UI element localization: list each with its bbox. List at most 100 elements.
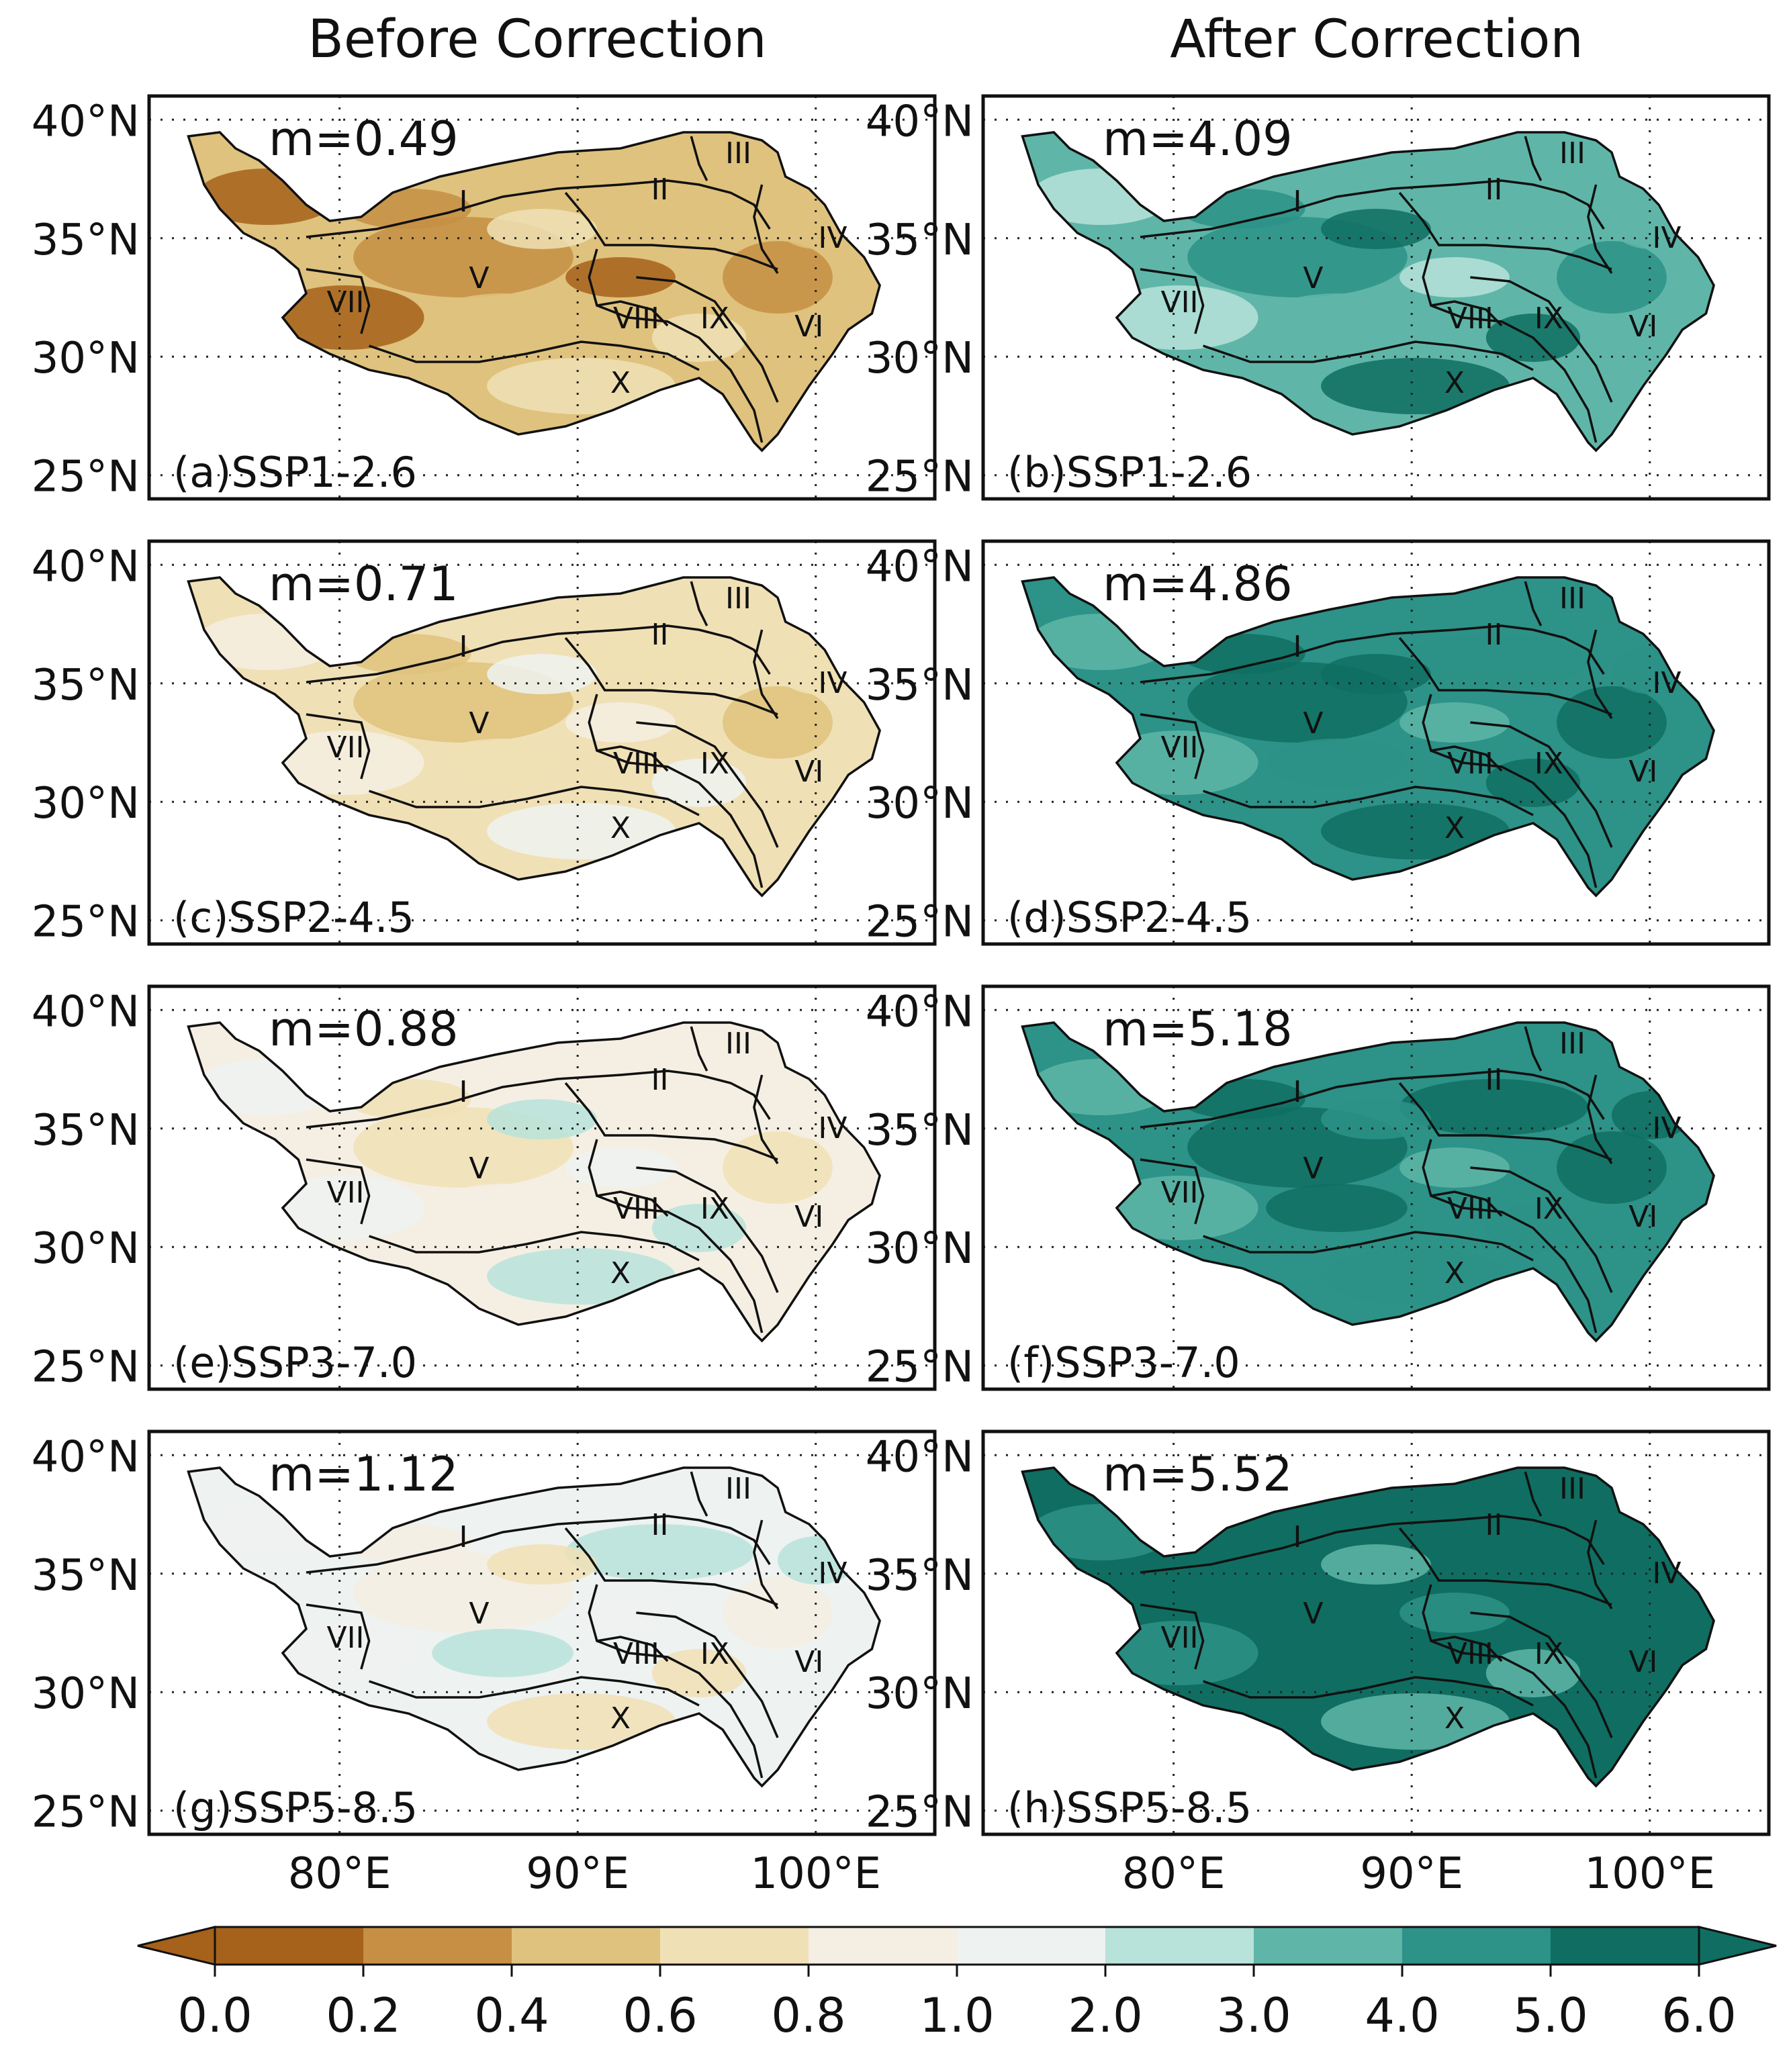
region-boundary — [1470, 721, 1613, 848]
region-boundary — [753, 1074, 779, 1164]
panel-frame — [981, 539, 1771, 946]
field-patch — [487, 654, 597, 694]
region-label-II: II — [1485, 173, 1503, 207]
field-patch — [267, 731, 424, 795]
plateau-outline — [187, 1466, 881, 1788]
colorbar-swatch — [363, 1927, 512, 1965]
region-label-V: V — [469, 1597, 489, 1631]
field-patch — [1030, 614, 1172, 670]
region-boundary — [1587, 1074, 1613, 1164]
field-patch — [1321, 1248, 1510, 1305]
region-label-VIII: VIII — [613, 1637, 659, 1671]
region-label-VI: VI — [794, 1200, 823, 1234]
field-patch — [1399, 189, 1588, 245]
region-boundary — [369, 340, 700, 371]
region-label-VIII: VIII — [1447, 301, 1494, 336]
field-patch — [432, 1629, 573, 1677]
colorbar-tick-label: 4.0 — [1365, 1988, 1439, 2043]
field-patch — [565, 702, 676, 743]
lat-tick-label: 30°N — [32, 1669, 140, 1719]
region-label-V: V — [469, 706, 489, 741]
region-label-VIII: VIII — [613, 747, 659, 781]
colorbar-swatch — [1402, 1927, 1551, 1965]
region-label-I: I — [1293, 630, 1302, 664]
region-boundary — [596, 300, 669, 327]
region-boundary — [1470, 1611, 1613, 1738]
region-boundary — [1422, 1139, 1598, 1333]
colorbar-tick-label: 3.0 — [1216, 1988, 1291, 2043]
region-boundary — [306, 268, 371, 334]
region-label-III: III — [725, 581, 751, 616]
region-label-V: V — [1303, 1597, 1323, 1631]
region-label-IV: IV — [818, 221, 847, 255]
mean-value: m=5.18 — [1103, 1002, 1293, 1057]
region-label-VII: VII — [326, 1621, 364, 1655]
region-boundary — [306, 1603, 371, 1670]
region-boundary — [1430, 300, 1503, 327]
region-label-VII: VII — [1160, 1621, 1198, 1655]
lat-tick-label: 30°N — [866, 1669, 974, 1719]
region-label-II: II — [651, 1508, 669, 1542]
lon-tick-label: 100°E — [1584, 1849, 1715, 1899]
lat-tick-label: 30°N — [32, 334, 140, 383]
region-label-I: I — [1293, 185, 1302, 219]
field-variation — [1030, 1504, 1690, 1750]
region-boundary — [1398, 191, 1612, 271]
field-patch — [432, 1184, 573, 1232]
region-label-I: I — [459, 1520, 468, 1554]
lat-tick-label: 35°N — [866, 1106, 974, 1156]
region-label-III: III — [1559, 1027, 1586, 1061]
region-boundary — [1524, 581, 1543, 626]
field-patch — [487, 803, 676, 859]
mean-value: m=4.86 — [1103, 557, 1293, 612]
region-boundary — [596, 1190, 669, 1217]
region-boundary — [1422, 248, 1598, 443]
lat-tick-label: 35°N — [32, 216, 140, 265]
lat-tick-label: 25°N — [866, 1788, 974, 1838]
region-label-VI: VI — [1628, 1645, 1657, 1679]
panel-label: (e)SSP3-7.0 — [173, 1338, 417, 1387]
region-boundary — [306, 1515, 771, 1574]
region-boundary — [1398, 1082, 1612, 1161]
region-boundary — [1587, 629, 1613, 719]
field-patch — [1266, 1629, 1408, 1677]
field-patch — [565, 1524, 754, 1581]
field-patch — [565, 189, 754, 245]
field-patch — [1321, 1693, 1510, 1750]
field-patch — [1321, 654, 1431, 694]
region-boundary — [1470, 1166, 1613, 1293]
region-label-VIII: VIII — [613, 301, 659, 336]
field-patch — [267, 1621, 424, 1685]
lat-tick-label: 25°N — [32, 1343, 140, 1393]
colorbar-swatch — [957, 1927, 1106, 1965]
field-patch — [196, 1059, 338, 1115]
region-boundary — [753, 629, 779, 719]
region-boundary — [636, 276, 779, 403]
colorbar-swatch — [660, 1927, 809, 1965]
region-label-III: III — [1559, 581, 1586, 616]
panel-frame — [981, 984, 1771, 1391]
panel-label: (h)SSP5-8.5 — [1007, 1783, 1252, 1832]
region-boundary — [369, 1231, 700, 1262]
colorbar-tick-label: 0.4 — [474, 1988, 549, 2043]
lat-tick-label: 35°N — [866, 661, 974, 710]
region-label-VII: VII — [326, 1176, 364, 1210]
region-boundary — [1524, 136, 1543, 181]
region-boundary — [636, 1611, 779, 1738]
colorbar-extend-max — [1698, 1926, 1777, 1966]
region-boundary — [636, 1166, 779, 1293]
region-label-IV: IV — [1652, 1556, 1681, 1591]
region-label-IX: IX — [1534, 1637, 1563, 1671]
lon-tick-label: 90°E — [526, 1849, 629, 1899]
mean-value: m=1.12 — [269, 1447, 459, 1502]
region-label-VI: VI — [794, 310, 823, 344]
region-label-IX: IX — [700, 747, 729, 781]
plateau-outline — [187, 131, 881, 453]
panel-frame — [147, 94, 937, 501]
plateau-outline — [1021, 131, 1715, 453]
panel-label: (f)SSP3-7.0 — [1007, 1338, 1240, 1387]
field-patch — [565, 257, 676, 297]
region-label-X: X — [1444, 1256, 1465, 1290]
colorbar-extend-min — [137, 1926, 216, 1966]
